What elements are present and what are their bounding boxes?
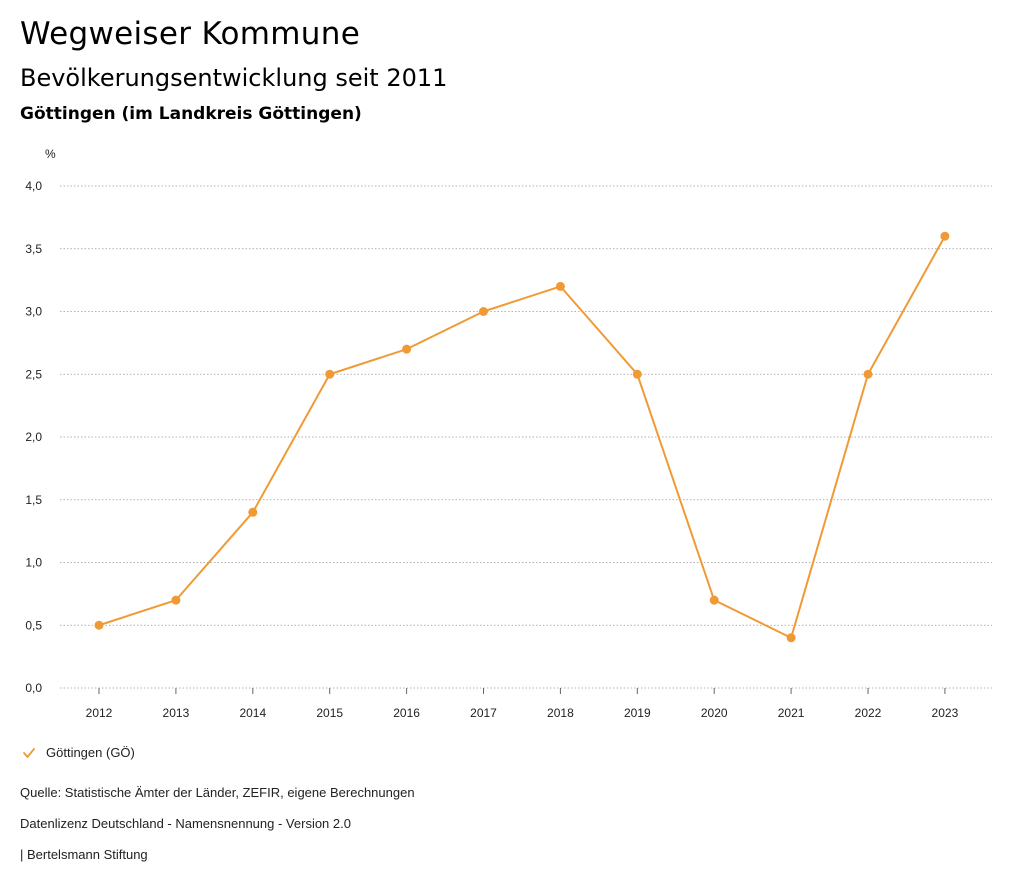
data-point bbox=[863, 369, 873, 379]
chart-subtitle: Bevölkerungsentwicklung seit 2011 bbox=[20, 64, 448, 92]
data-point bbox=[555, 281, 565, 291]
x-tick-label: 2021 bbox=[778, 706, 805, 720]
check-icon bbox=[23, 747, 35, 758]
data-point bbox=[479, 307, 488, 316]
data-point bbox=[248, 507, 258, 517]
y-tick-label: 3,0 bbox=[25, 305, 42, 319]
publisher-note: | Bertelsmann Stiftung bbox=[20, 847, 148, 862]
legend-label: Göttingen (GÖ) bbox=[46, 745, 135, 760]
y-tick-label: 1,0 bbox=[25, 556, 42, 570]
y-tick-label: 2,0 bbox=[25, 430, 42, 444]
legend[interactable]: Göttingen (GÖ) bbox=[22, 745, 135, 760]
x-tick-label: 2016 bbox=[393, 706, 420, 720]
x-tick-label: 2023 bbox=[932, 706, 959, 720]
x-tick-label: 2019 bbox=[624, 706, 651, 720]
y-tick-label: 0,5 bbox=[25, 618, 42, 632]
y-tick-label: 1,5 bbox=[25, 493, 42, 507]
y-tick-label: 4,0 bbox=[25, 179, 42, 193]
gridlines bbox=[60, 185, 992, 626]
x-tick-label: 2020 bbox=[701, 706, 728, 720]
x-tick-label: 2017 bbox=[470, 706, 497, 720]
x-tick-label: 2012 bbox=[86, 706, 113, 720]
y-axis-unit-label: % bbox=[45, 147, 56, 161]
data-point bbox=[786, 633, 796, 643]
data-point bbox=[171, 595, 181, 605]
data-point bbox=[940, 231, 950, 241]
chart-title: Wegweiser Kommune bbox=[20, 16, 361, 52]
x-tick-label: 2018 bbox=[547, 706, 574, 720]
y-tick-label: 3,5 bbox=[25, 242, 42, 256]
y-tick-label: 0,0 bbox=[25, 681, 42, 695]
line-chart: % 0,0 0,5 1,0 1,5 2,0 2,5 3,0 3,5 4,0 2012 2013 2014… bbox=[25, 147, 992, 720]
x-tick-label: 2013 bbox=[163, 706, 190, 720]
data-point bbox=[402, 344, 412, 354]
x-tick-label: 2022 bbox=[855, 706, 882, 720]
data-series bbox=[94, 231, 950, 643]
data-point bbox=[325, 369, 335, 379]
y-tick-label: 2,5 bbox=[25, 367, 42, 381]
region-label: Göttingen (im Landkreis Göttingen) bbox=[20, 104, 362, 124]
x-tick-label: 2014 bbox=[239, 706, 266, 720]
license-note: Datenlizenz Deutschland - Namensnennung … bbox=[20, 816, 351, 831]
data-point bbox=[709, 595, 719, 605]
axes: % 0,0 0,5 1,0 1,5 2,0 2,5 3,0 3,5 4,0 2012 2013 2014… bbox=[25, 147, 992, 720]
x-tick-label: 2015 bbox=[316, 706, 343, 720]
data-point bbox=[94, 620, 104, 630]
series-line bbox=[98, 235, 946, 639]
data-point bbox=[632, 369, 642, 379]
source-note: Quelle: Statistische Ämter der Länder, Z… bbox=[20, 785, 415, 800]
